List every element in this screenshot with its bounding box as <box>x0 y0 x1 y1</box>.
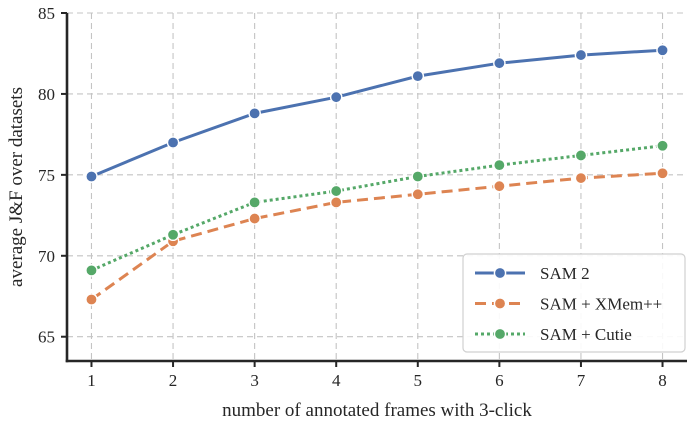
legend-marker <box>493 327 507 341</box>
data-point <box>493 56 506 70</box>
y-tick-label: 80 <box>38 85 55 104</box>
data-point <box>656 166 669 180</box>
series-layer <box>85 43 669 306</box>
data-point <box>166 136 180 149</box>
data-point <box>85 264 98 277</box>
y-tick-label: 85 <box>38 4 55 23</box>
data-point <box>493 179 506 193</box>
x-tick-label: 8 <box>658 371 667 390</box>
data-point <box>329 184 343 198</box>
x-tick-label: 5 <box>414 371 423 390</box>
x-tick-label: 4 <box>332 371 341 390</box>
legend-label: SAM + Cutie <box>540 325 632 344</box>
data-point <box>411 187 425 201</box>
x-tick-label: 2 <box>169 371 178 390</box>
series-line <box>90 48 663 178</box>
legend-marker <box>493 297 507 310</box>
series-line <box>90 144 663 272</box>
axes <box>61 12 687 367</box>
x-axis-label: number of annotated frames with 3-click <box>222 400 532 421</box>
data-point <box>493 158 506 172</box>
data-point <box>411 170 425 183</box>
y-tick-label: 65 <box>38 328 55 347</box>
series-line <box>90 171 663 301</box>
data-point <box>248 107 261 120</box>
data-point <box>248 196 261 209</box>
legend: SAM 2 SAM + XMem++ SAM + Cutie <box>462 253 686 353</box>
data-point <box>329 196 343 209</box>
legend-marker <box>493 266 507 280</box>
y-axis-label: average J&F over datasets <box>6 87 27 287</box>
data-point <box>248 212 261 225</box>
legend-box <box>462 253 686 353</box>
data-point <box>656 43 669 57</box>
data-point <box>329 90 343 104</box>
data-point <box>656 139 669 153</box>
y-tick-label: 75 <box>38 166 55 185</box>
data-point <box>574 48 588 62</box>
x-tick-label: 7 <box>577 371 586 390</box>
x-tick-label: 3 <box>250 371 259 390</box>
data-point <box>574 171 588 185</box>
data-point <box>85 170 98 183</box>
data-point <box>85 293 98 306</box>
tick-labels: 1 2 3 4 5 6 7 8 65 70 75 80 85 <box>38 4 667 390</box>
y-tick-label: 70 <box>38 247 55 266</box>
legend-label: SAM 2 <box>540 264 590 283</box>
x-tick-label: 1 <box>87 371 96 390</box>
series-0 <box>85 43 669 183</box>
legend-label: SAM + XMem++ <box>540 295 662 314</box>
data-point <box>166 228 180 242</box>
series-2 <box>85 139 669 277</box>
data-point <box>574 149 588 162</box>
data-point <box>411 69 425 83</box>
x-tick-label: 6 <box>495 371 504 390</box>
